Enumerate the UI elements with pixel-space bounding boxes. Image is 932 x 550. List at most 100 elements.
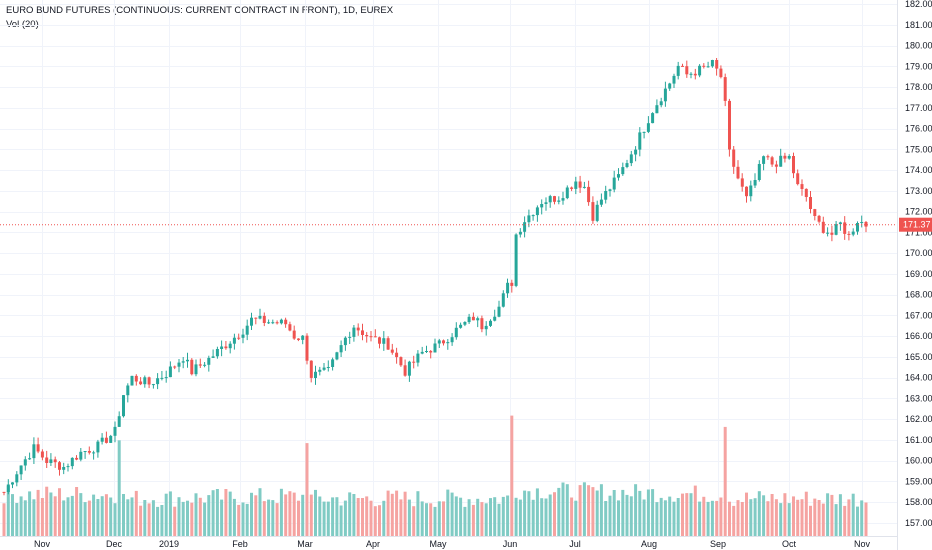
candle-body[interactable]: [843, 222, 847, 234]
candle-body[interactable]: [557, 200, 561, 202]
candle-body[interactable]: [834, 224, 838, 235]
candle-body[interactable]: [561, 198, 565, 201]
candle-body[interactable]: [548, 196, 552, 203]
candle-body[interactable]: [96, 441, 100, 453]
candle-body[interactable]: [817, 215, 821, 222]
candle-body[interactable]: [450, 337, 454, 343]
candle-body[interactable]: [851, 231, 855, 235]
candle-body[interactable]: [151, 384, 155, 386]
candle-body[interactable]: [621, 167, 625, 175]
candle-body[interactable]: [587, 186, 591, 203]
candle-body[interactable]: [732, 149, 736, 167]
candle-body[interactable]: [254, 317, 258, 319]
candle-body[interactable]: [506, 282, 510, 294]
candle-body[interactable]: [143, 377, 147, 385]
candle-body[interactable]: [762, 156, 766, 164]
candle-body[interactable]: [382, 338, 386, 344]
candle-body[interactable]: [83, 451, 87, 452]
candle-body[interactable]: [62, 467, 66, 470]
candle-body[interactable]: [186, 359, 189, 362]
candle-body[interactable]: [510, 282, 514, 286]
candle-body[interactable]: [224, 346, 228, 349]
candle-body[interactable]: [156, 378, 160, 385]
candle-body[interactable]: [262, 315, 266, 323]
candle-body[interactable]: [719, 68, 723, 78]
candle-body[interactable]: [32, 444, 36, 459]
candle-body[interactable]: [629, 154, 633, 164]
candle-body[interactable]: [578, 181, 582, 188]
candle-body[interactable]: [514, 234, 518, 286]
candle-body[interactable]: [361, 330, 364, 335]
candle-body[interactable]: [493, 316, 497, 321]
candle-body[interactable]: [113, 426, 117, 436]
candle-body[interactable]: [574, 181, 578, 189]
candle-body[interactable]: [860, 222, 864, 223]
candle-body[interactable]: [766, 156, 770, 158]
candle-body[interactable]: [604, 191, 608, 200]
candle-body[interactable]: [672, 75, 676, 84]
candle-body[interactable]: [373, 336, 377, 338]
candle-body[interactable]: [523, 222, 527, 232]
candle-body[interactable]: [399, 357, 403, 366]
candle-body[interactable]: [173, 366, 177, 368]
candle-body[interactable]: [779, 155, 783, 167]
candle-body[interactable]: [365, 335, 369, 337]
candle-body[interactable]: [237, 337, 241, 339]
candle-body[interactable]: [497, 306, 501, 317]
candle-body[interactable]: [437, 340, 441, 344]
candle-body[interactable]: [386, 338, 390, 350]
candle-body[interactable]: [608, 189, 612, 191]
candle-body[interactable]: [693, 73, 697, 76]
candle-body[interactable]: [582, 186, 586, 188]
candle-body[interactable]: [139, 381, 143, 385]
candle-body[interactable]: [638, 132, 642, 150]
candle-body[interactable]: [617, 174, 620, 178]
candle-body[interactable]: [856, 223, 859, 232]
candle-body[interactable]: [476, 318, 480, 321]
candle-body[interactable]: [599, 199, 603, 205]
candle-body[interactable]: [642, 131, 646, 133]
candle-body[interactable]: [245, 325, 249, 335]
candle-body[interactable]: [663, 88, 667, 102]
candle-body[interactable]: [463, 322, 467, 325]
candle-body[interactable]: [736, 166, 740, 179]
candle-body[interactable]: [634, 149, 638, 155]
candle-body[interactable]: [407, 361, 411, 376]
candle-body[interactable]: [194, 364, 198, 375]
candle-body[interactable]: [403, 365, 407, 376]
candle-body[interactable]: [279, 319, 283, 324]
candle-body[interactable]: [356, 327, 360, 331]
candle-body[interactable]: [104, 437, 108, 443]
candle-body[interactable]: [757, 164, 761, 180]
candle-body[interactable]: [715, 60, 719, 69]
candle-body[interactable]: [800, 184, 804, 189]
candle-body[interactable]: [322, 367, 326, 370]
candle-body[interactable]: [446, 342, 450, 344]
candle-body[interactable]: [339, 345, 343, 353]
candle-body[interactable]: [36, 444, 40, 452]
candle-body[interactable]: [416, 353, 420, 363]
candle-body[interactable]: [467, 316, 471, 323]
candle-body[interactable]: [318, 369, 322, 372]
candle-body[interactable]: [122, 395, 125, 417]
candle-body[interactable]: [668, 83, 672, 89]
candle-body[interactable]: [301, 335, 305, 340]
candle-body[interactable]: [553, 196, 556, 202]
candle-body[interactable]: [92, 452, 96, 454]
candle-body[interactable]: [160, 377, 164, 379]
candle-body[interactable]: [459, 324, 463, 328]
candle-body[interactable]: [228, 343, 232, 349]
candle-body[interactable]: [211, 356, 215, 358]
candle-body[interactable]: [198, 364, 202, 366]
candle-body[interactable]: [79, 451, 83, 460]
candle-body[interactable]: [749, 185, 753, 197]
candle-body[interactable]: [275, 322, 279, 324]
candle-body[interactable]: [723, 77, 727, 101]
candle-body[interactable]: [100, 437, 104, 442]
candle-body[interactable]: [164, 377, 168, 379]
candle-body[interactable]: [531, 215, 535, 217]
candle-body[interactable]: [595, 204, 599, 221]
candle-body[interactable]: [348, 336, 352, 338]
candle-body[interactable]: [147, 377, 151, 385]
candle-body[interactable]: [535, 207, 539, 216]
